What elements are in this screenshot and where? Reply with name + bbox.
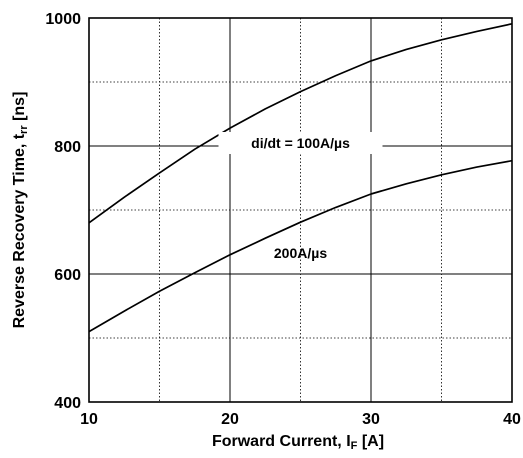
x-tick-label: 30 [362, 411, 380, 428]
series-line-1 [88, 22, 513, 224]
plot-frame [88, 17, 513, 403]
series-label-1: di/dt = 100A/µs [251, 135, 350, 151]
x-axis-label: Forward Current, IF [A] [212, 433, 384, 452]
series-label-2: 200A/µs [274, 245, 327, 261]
x-tick-label: 10 [80, 411, 98, 428]
y-axis-label: Reverse Recovery Time, trr [ns] [11, 92, 30, 329]
y-tick-label: 400 [54, 395, 81, 412]
ticks: 10 20 30 40 400 600 800 1000 [45, 11, 521, 428]
y-tick-label: 600 [54, 267, 81, 284]
x-tick-label: 40 [503, 411, 521, 428]
major-grid [89, 18, 512, 402]
y-axis-label-main: Reverse Recovery Time, t [11, 133, 28, 328]
y-tick-label: 800 [54, 139, 81, 156]
y-axis-label-subscript: rr [18, 125, 30, 134]
x-axis-label-subscript: F [351, 440, 358, 452]
x-axis-label-tail: [A] [357, 433, 384, 450]
x-axis-label-main: Forward Current, I [212, 433, 351, 450]
grid [89, 18, 512, 402]
series-labels: di/dt = 100A/µs 200A/µs [218, 132, 383, 261]
series-label-background [218, 132, 383, 154]
y-axis-label-tail: [ns] [11, 92, 28, 126]
series-line-2 [88, 159, 513, 333]
x-tick-label: 20 [221, 411, 239, 428]
y-tick-label: 1000 [45, 11, 81, 28]
curves [88, 22, 513, 333]
